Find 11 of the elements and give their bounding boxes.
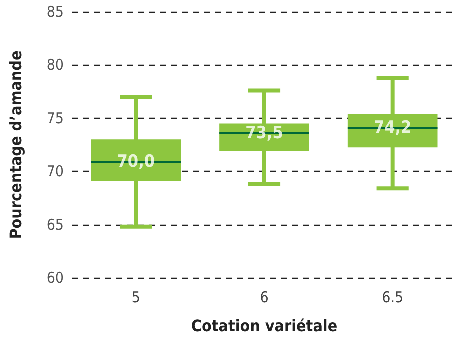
- y-tick-label: 70: [46, 162, 64, 181]
- y-tick-label: 85: [46, 3, 64, 21]
- y-tick-label: 65: [46, 216, 64, 234]
- y-axis-title: Pourcentage d’amande: [6, 50, 26, 240]
- x-tick-label: 5: [132, 288, 140, 306]
- x-tick-label: 6.5: [382, 288, 404, 306]
- y-tick-label: 60: [46, 269, 64, 287]
- y-tick-label: 75: [46, 109, 64, 128]
- y-tick-label: 80: [46, 56, 64, 74]
- x-axis-title: Cotation variétale: [191, 316, 338, 336]
- x-tick-label: 6: [260, 288, 269, 306]
